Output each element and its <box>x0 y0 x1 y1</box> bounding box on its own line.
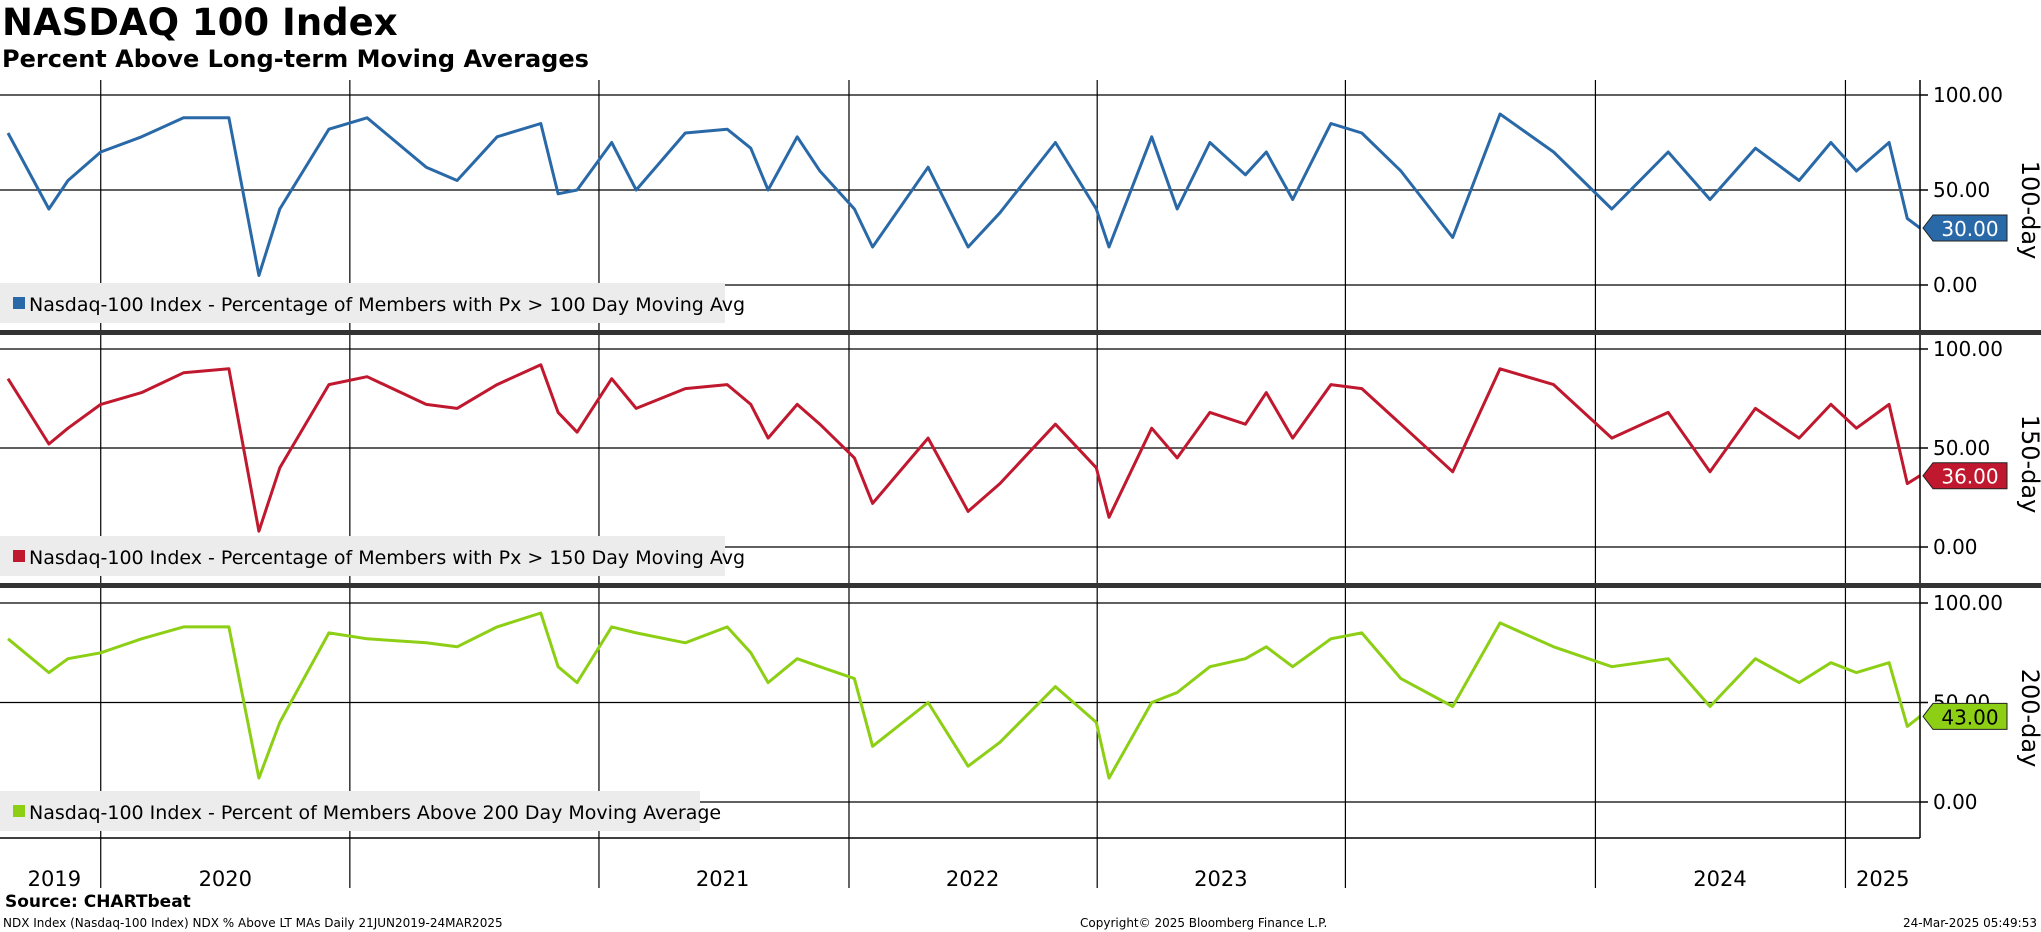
y-tick-label: 100.00 <box>1933 591 2003 615</box>
panel-side-label: 150-day <box>2016 415 2041 514</box>
legend-label: Nasdaq-100 Index - Percentage of Members… <box>29 547 745 569</box>
last-value-label: 43.00 <box>1941 705 1998 729</box>
x-tick-label: 2024 <box>1693 867 1746 891</box>
legend-box <box>0 283 725 323</box>
last-value-tag <box>1922 462 2008 490</box>
y-tick-label: 50.00 <box>1933 178 1990 202</box>
y-tick-label: 100.00 <box>1933 83 2003 107</box>
last-value-label: 30.00 <box>1941 217 1998 241</box>
legend-swatch <box>13 550 25 562</box>
series-line-200-day <box>7 611 1921 780</box>
series-line-150-day <box>6 363 1921 533</box>
x-tick-label: 2023 <box>1194 867 1247 891</box>
legend-swatch <box>13 805 25 817</box>
y-tick-label: 0.00 <box>1933 790 1978 814</box>
footer-timestamp: 24-Mar-2025 05:49:53 <box>1902 916 2037 930</box>
y-tick-label: 100.00 <box>1933 337 2003 361</box>
panel-side-label: 200-day <box>2016 669 2041 768</box>
panel-side-label: 100-day <box>2016 161 2041 260</box>
x-tick-label: 2020 <box>199 867 252 891</box>
x-tick-label: 2019 <box>28 867 81 891</box>
legend-box <box>0 536 725 576</box>
last-value-tag <box>1922 214 2008 242</box>
y-tick-label: 0.00 <box>1933 535 1978 559</box>
legend-box <box>0 791 700 831</box>
x-tick-label: 2022 <box>946 867 999 891</box>
series-line-100-day <box>6 112 1921 277</box>
x-tick-label: 2021 <box>696 867 749 891</box>
footer-description: NDX Index (Nasdaq-100 Index) NDX % Above… <box>3 916 503 930</box>
y-tick-label: 50.00 <box>1933 436 1990 460</box>
y-tick-label: 0.00 <box>1933 273 1978 297</box>
source-note: Source: CHARTbeat <box>5 892 191 912</box>
last-value-tag <box>1922 702 2008 730</box>
chart-title: NASDAQ 100 Index <box>2 1 398 44</box>
x-tick-label: 2025 <box>1856 867 1909 891</box>
panel-separator <box>0 330 2041 335</box>
footer-copyright: Copyright© 2025 Bloomberg Finance L.P. <box>1080 916 1328 930</box>
chart-subtitle: Percent Above Long-term Moving Averages <box>2 45 589 73</box>
legend-label: Nasdaq-100 Index - Percent of Members Ab… <box>29 802 721 824</box>
legend-swatch <box>13 297 25 309</box>
legend-label: Nasdaq-100 Index - Percentage of Members… <box>29 294 745 316</box>
last-value-label: 36.00 <box>1941 465 1998 489</box>
panel-separator <box>0 583 2041 588</box>
